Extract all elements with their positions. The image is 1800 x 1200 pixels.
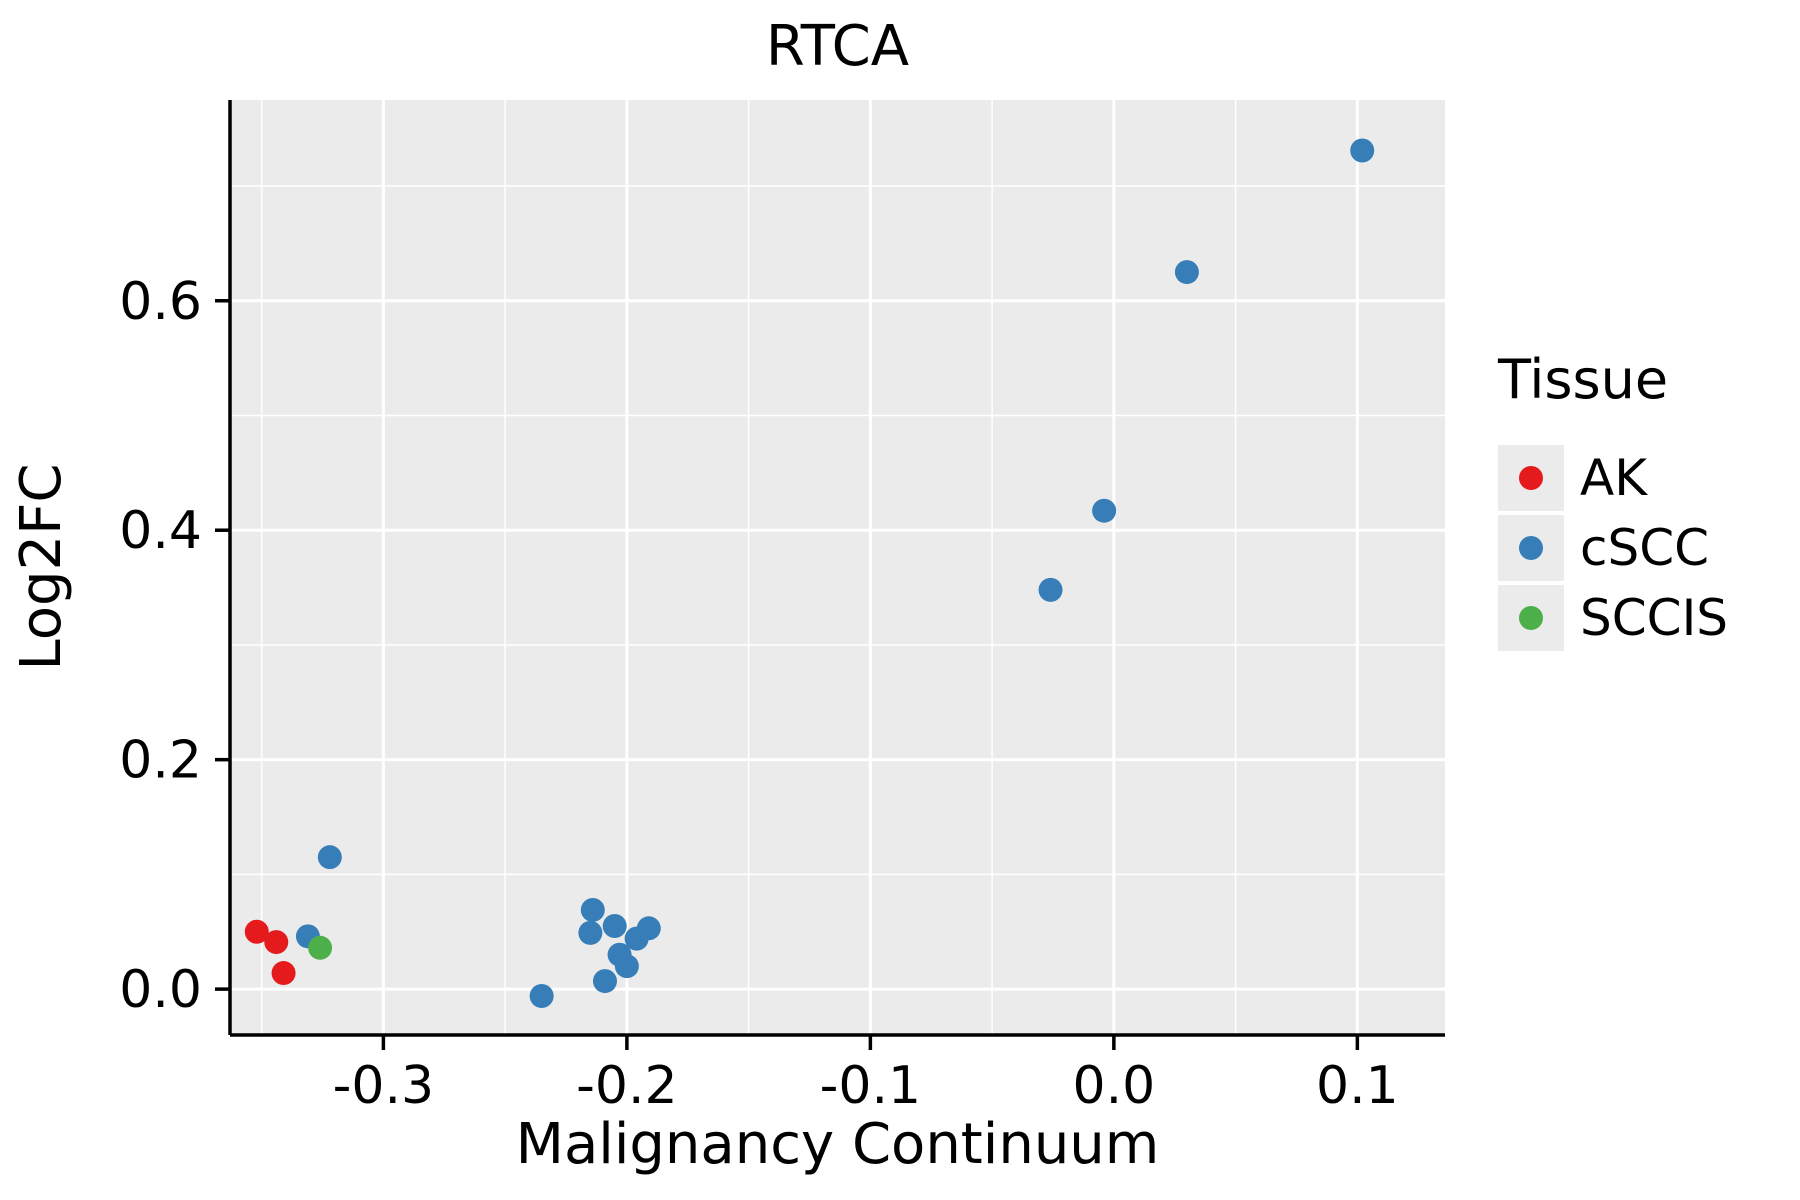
point-cSCC: [1038, 577, 1063, 602]
point-cSCC: [1174, 260, 1199, 285]
point-cSCC: [614, 954, 639, 979]
point-cSCC: [636, 916, 661, 941]
point-cSCC: [580, 897, 605, 922]
legend-key: [1498, 585, 1564, 651]
point-cSCC: [529, 983, 554, 1008]
point-cSCC: [1092, 498, 1117, 523]
plot-title: RTCA: [765, 14, 910, 79]
point-cSCC: [1350, 138, 1375, 163]
x-tick-label: -0.1: [820, 1056, 921, 1116]
panel-background: [230, 100, 1445, 1035]
x-tick-label: -0.3: [333, 1056, 434, 1116]
legend: Tissue AK cSCC SCCIS: [1498, 348, 1728, 655]
legend-key: [1498, 445, 1564, 511]
y-axis-title: Log2FC: [9, 463, 74, 671]
legend-dot-icon: [1519, 606, 1543, 630]
point-AK: [271, 961, 296, 986]
point-cSCC: [602, 914, 627, 939]
legend-key: [1498, 515, 1564, 581]
y-tick-label: 0.2: [119, 731, 202, 791]
y-tick-label: 0.0: [119, 960, 202, 1020]
legend-title: Tissue: [1498, 348, 1669, 411]
legend-item-SCCIS: SCCIS: [1498, 585, 1728, 651]
x-tick-label: -0.2: [576, 1056, 677, 1116]
x-tick-label: 0.0: [1073, 1056, 1156, 1116]
y-tick-label: 0.6: [119, 272, 202, 332]
point-cSCC: [578, 920, 603, 945]
y-tick-label: 0.4: [119, 501, 202, 561]
point-AK: [244, 919, 269, 944]
legend-dot-icon: [1519, 536, 1543, 560]
x-axis-title: Malignancy Continuum: [515, 1112, 1160, 1177]
point-SCCIS: [308, 935, 333, 960]
legend-dot-icon: [1519, 466, 1543, 490]
legend-label: SCCIS: [1580, 589, 1729, 647]
point-AK: [264, 930, 289, 955]
point-cSCC: [592, 969, 617, 994]
legend-label: AK: [1580, 449, 1647, 507]
point-cSCC: [317, 845, 342, 870]
legend-items: AK cSCC SCCIS: [1498, 445, 1728, 651]
legend-item-AK: AK: [1498, 445, 1728, 511]
x-tick-label: 0.1: [1316, 1056, 1399, 1116]
legend-item-cSCC: cSCC: [1498, 515, 1728, 581]
legend-label: cSCC: [1580, 519, 1710, 577]
